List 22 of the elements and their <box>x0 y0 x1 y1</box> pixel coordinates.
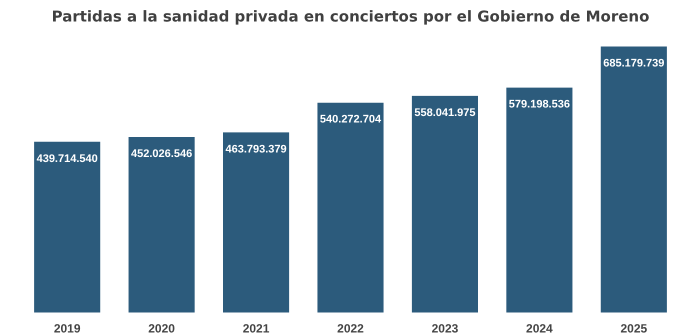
data-label: 452.026.546 <box>131 148 192 160</box>
bar <box>412 96 478 312</box>
x-tick-label: 2023 <box>432 322 459 335</box>
data-label: 685.179.739 <box>603 57 664 70</box>
data-label: 579.198.536 <box>508 98 570 111</box>
x-tick-label: 2025 <box>620 322 648 335</box>
bar <box>34 142 100 312</box>
data-label: 463.793.379 <box>225 143 287 156</box>
data-label: 558.041.975 <box>414 106 476 119</box>
x-tick-label: 2019 <box>54 322 81 335</box>
bar <box>128 136 195 312</box>
x-tick-label: 2020 <box>148 322 176 335</box>
bar <box>317 102 384 312</box>
data-label: 540.272.704 <box>320 114 382 126</box>
x-tick-label: 2022 <box>337 322 364 335</box>
bar <box>223 132 290 312</box>
bar <box>506 88 572 312</box>
chart-title: Partidas a la sanidad privada en conciertos por el Gobierno de Moreno <box>52 8 650 26</box>
x-tick-label: 2021 <box>242 322 270 335</box>
bar <box>600 46 667 312</box>
data-label: 439.714.540 <box>36 152 98 165</box>
x-tick-label: 2024 <box>526 322 554 335</box>
